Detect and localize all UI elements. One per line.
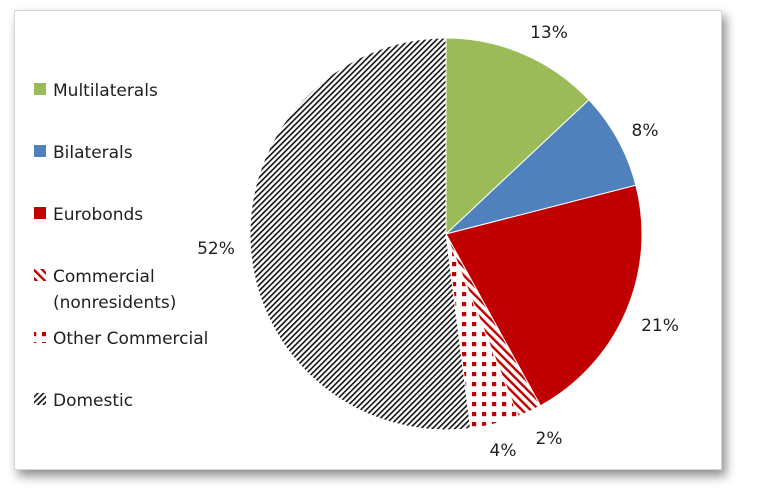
data-label-multilaterals: 13% [530, 23, 568, 43]
legend: Multilaterals Bilaterals Eurobonds Commerci… [34, 81, 208, 411]
data-label-other-commercial: 4% [490, 441, 517, 461]
percent-labels: 13% 8% 21% 2% 4% 52% [197, 23, 679, 461]
legend-swatch-commercial-nonresidents [34, 269, 46, 281]
legend-label-commercial-nonresidents: Commercial [53, 267, 155, 287]
legend-label-domestic: Domestic [53, 391, 133, 411]
legend-label-commercial-nonresidents-line2: (nonresidents) [53, 293, 176, 313]
slice-eurobonds [445, 184, 643, 407]
legend-swatch-other-commercial [34, 331, 46, 343]
data-label-domestic: 52% [197, 239, 235, 259]
legend-label-eurobonds: Eurobonds [53, 205, 143, 225]
legend-swatch-eurobonds [34, 207, 46, 219]
legend-label-multilaterals: Multilaterals [53, 81, 158, 101]
data-label-eurobonds: 21% [641, 316, 679, 336]
slice-domestic [249, 37, 472, 431]
legend-swatch-multilaterals [34, 83, 46, 95]
data-label-bilaterals: 8% [632, 121, 659, 141]
slice-bilaterals [445, 99, 637, 235]
legend-swatch-bilaterals [34, 145, 46, 157]
legend-swatch-domestic [34, 393, 46, 405]
legend-label-bilaterals: Bilaterals [53, 143, 133, 163]
legend-label-other-commercial: Other Commercial [53, 329, 208, 349]
data-label-commercial-nonresidents: 2% [536, 429, 563, 449]
slice-multilaterals [445, 37, 590, 236]
pie-slices [249, 37, 643, 431]
